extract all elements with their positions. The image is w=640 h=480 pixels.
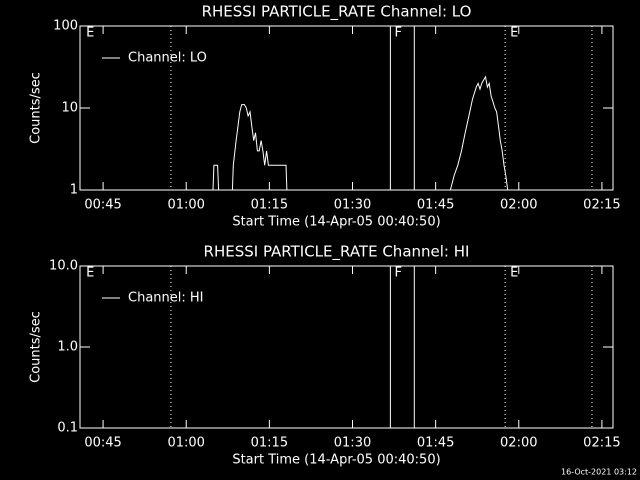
legend-label: Channel: LO [128,51,207,66]
flag-label: F [394,26,401,41]
x-tick-label: 01:30 [334,436,371,451]
x-tick-label: 01:15 [251,198,288,213]
x-tick-label: 01:00 [167,198,204,213]
flag-label: E [86,26,94,41]
x-tick-label: 00:45 [84,436,121,451]
flag-label: F [394,266,401,281]
timestamp: 16-Oct-2021 03:12 [561,468,637,477]
x-axis-title: Start Time (14-Apr-05 00:40:50) [232,215,440,230]
y-tick-label: 10.0 [49,259,78,274]
x-tick-label: 01:00 [167,436,204,451]
y-axis-title: Counts/sec [29,311,44,383]
y-tick-label: 1 [70,183,78,198]
y-tick-label: 10 [61,101,78,116]
y-tick-label: 0.1 [57,421,78,436]
x-tick-label: 02:15 [583,436,620,451]
legend-label: Channel: HI [128,291,204,306]
y-tick-label: 1.0 [57,340,78,355]
x-tick-label: 02:15 [583,198,620,213]
chart-title: RHESSI PARTICLE_RATE Channel: HI [204,243,470,262]
flag-label: E [86,266,94,281]
y-tick-label: 100 [53,19,78,34]
data-line [212,75,509,191]
y-axis-title: Counts/sec [29,72,44,144]
flag-label: E [510,266,518,281]
x-tick-label: 01:30 [334,198,371,213]
x-tick-label: 02:00 [500,198,537,213]
x-axis-title: Start Time (14-Apr-05 00:40:50) [232,453,440,468]
x-tick-label: 02:00 [500,436,537,451]
x-tick-label: 01:45 [417,436,454,451]
flag-label: E [510,26,518,41]
x-tick-label: 01:15 [251,436,288,451]
x-tick-label: 01:45 [417,198,454,213]
chart-title: RHESSI PARTICLE_RATE Channel: LO [202,3,472,22]
x-tick-label: 00:45 [84,198,121,213]
